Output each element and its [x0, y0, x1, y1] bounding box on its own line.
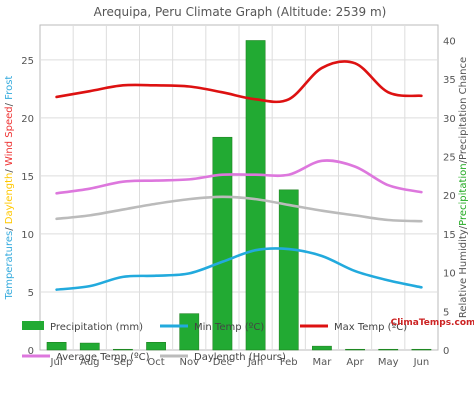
- precipitation-bar: [79, 342, 100, 351]
- left-tick-label: 15: [21, 172, 34, 183]
- x-tick-label: Feb: [280, 357, 298, 368]
- axis-label-part: Precipitation: [458, 163, 469, 226]
- precipitation-bar: [245, 40, 266, 351]
- precipitation-bar: [278, 189, 299, 351]
- x-tick-label: Sep: [113, 357, 132, 368]
- watermark: ClimaTemps.com: [391, 318, 474, 328]
- x-tick-label: Jun: [413, 357, 430, 368]
- left-tick-label: 5: [28, 288, 34, 299]
- precipitation-bar: [113, 348, 133, 351]
- legend-label: Max Temp (ºC): [334, 322, 407, 333]
- axis-label-part: Temperatures: [4, 231, 15, 301]
- axis-label-part: Relative Humidity: [458, 229, 469, 318]
- right-tick-label: 10: [443, 269, 456, 280]
- legend-label: Min Temp (ºC): [194, 322, 264, 333]
- precipitation-bar: [345, 348, 365, 351]
- precipitation-bar: [411, 348, 432, 351]
- x-tick-label: Jul: [50, 357, 63, 368]
- axis-label-part: /: [4, 100, 15, 107]
- precipitation-bar: [212, 136, 233, 351]
- right-tick-label: 15: [443, 230, 456, 241]
- left-tick-label: 25: [21, 56, 34, 67]
- axis-label-part: /: [4, 224, 15, 231]
- precipitation-bars: [46, 40, 432, 351]
- right-tick-label: 30: [443, 114, 456, 125]
- right-tick-label: 35: [443, 75, 456, 86]
- right-tick-label: 20: [443, 191, 456, 202]
- x-tick-label: Oct: [147, 357, 164, 368]
- right-axis-label: Relative Humidity/Precipitation/Precipit…: [458, 57, 469, 318]
- x-tick-label: Apr: [346, 357, 364, 368]
- series-line: [55, 195, 423, 223]
- series-lines: [55, 60, 423, 291]
- series-line: [55, 60, 423, 104]
- precipitation-bar: [179, 313, 200, 351]
- axis-label-part: Daylength: [4, 173, 15, 225]
- legend-label: Average Temp (ºC): [56, 352, 150, 363]
- right-tick-label: 5: [443, 307, 449, 318]
- precipitation-bar: [378, 348, 399, 351]
- x-tick-label: May: [378, 357, 399, 368]
- right-tick-label: 40: [443, 36, 456, 47]
- x-tick-label: Jan: [247, 357, 263, 368]
- x-tick-label: Dec: [213, 357, 232, 368]
- left-tick-label: 20: [21, 114, 34, 125]
- left-tick-label: 10: [21, 230, 34, 241]
- axis-label-part: Precipitation Chance: [458, 57, 469, 160]
- axis-label-part: Wind Speed: [4, 106, 15, 166]
- series-line: [55, 159, 423, 195]
- chart-title: Arequipa, Peru Climate Graph (Altitude: …: [94, 5, 387, 19]
- axis-label-part: /: [4, 166, 15, 173]
- legend-label: Precipitation (mm): [50, 322, 143, 333]
- precipitation-bar: [312, 345, 332, 351]
- left-axis-label: Temperatures/ Daylength/ Wind Speed/ Fro…: [4, 76, 15, 301]
- series-line: [55, 247, 423, 291]
- precipitation-bar: [146, 342, 166, 351]
- x-tick-label: Mar: [312, 357, 332, 368]
- x-tick-label: Aug: [80, 357, 100, 368]
- precipitation-bar: [46, 342, 67, 351]
- axes-layer: 0 5 10 15 20 25 0 5 10 15 20 25 30 35 40 Jul Aug Sep Oct No…: [4, 36, 469, 368]
- legend-label: Daylength (Hours): [194, 352, 286, 363]
- x-tick-label: Nov: [179, 357, 199, 368]
- legend: Precipitation (mm) Min Temp (ºC) Max Temp …: [22, 321, 407, 363]
- axis-label-part: /: [458, 159, 469, 163]
- legend-swatch: [22, 321, 44, 330]
- grid-layer: [39, 24, 439, 351]
- axis-label-part: Frost: [4, 76, 15, 100]
- right-tick-label: 25: [443, 153, 456, 164]
- axis-label-part: /: [458, 225, 469, 229]
- right-tick-label: 0: [443, 346, 449, 357]
- left-tick-label: 0: [28, 346, 34, 357]
